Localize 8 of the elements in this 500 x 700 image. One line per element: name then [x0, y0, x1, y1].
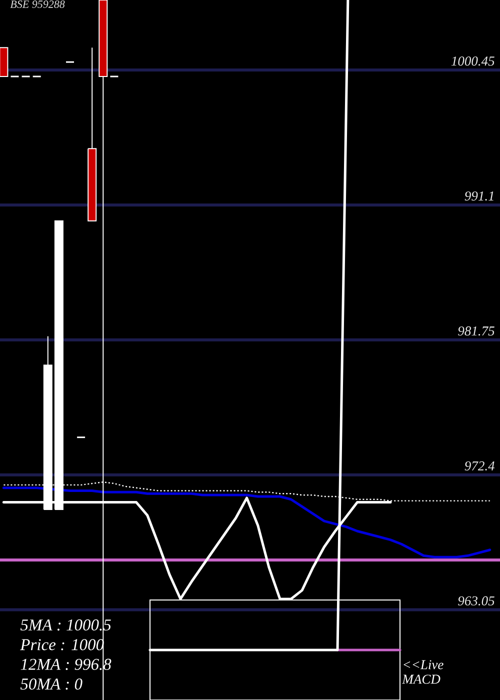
y-tick-label: 963.05: [458, 596, 494, 606]
y-tick-label: 981.75: [458, 326, 494, 336]
y-tick-label: 972.4: [464, 461, 495, 471]
y-tick-label: 991.1: [464, 192, 494, 201]
chart-title: BSE 959288: [10, 0, 65, 8]
annotation: 50MA : 0: [20, 678, 82, 690]
annotation: <<Live MACD: [402, 660, 444, 684]
y-tick-label: 1000.45: [451, 56, 494, 66]
